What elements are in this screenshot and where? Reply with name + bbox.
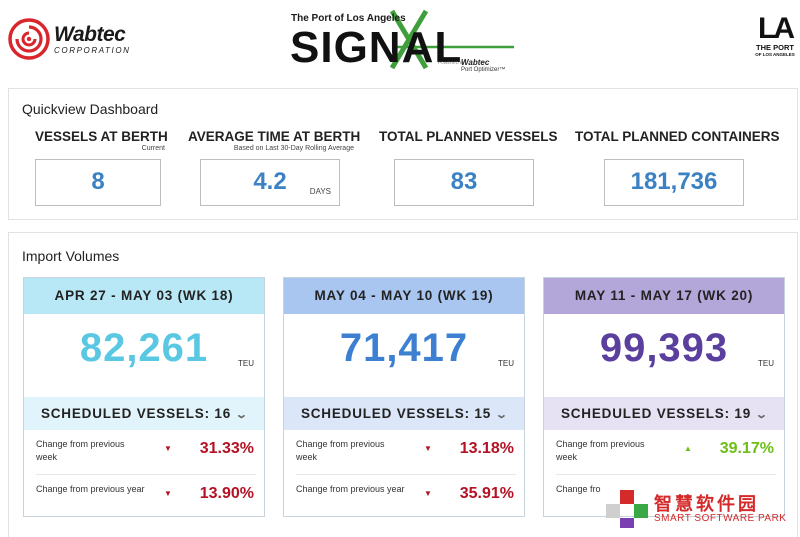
app-header: Wabtec CORPORATION The Port of Los Angel… bbox=[0, 0, 800, 78]
change-value: 13.90% bbox=[199, 485, 254, 502]
week-total: 99,393 TEU bbox=[544, 314, 784, 397]
metric-value: 181,736 bbox=[630, 168, 718, 195]
metric-vessels-at-berth: VESSELS AT BERTH Current 8 bbox=[35, 129, 168, 206]
metric-value: 4.2 bbox=[253, 168, 287, 195]
signal-powered-by: POWERED BY bbox=[438, 60, 466, 65]
port-of-la-logo[interactable]: LA THE PORT OF LOS ANGELES bbox=[752, 14, 798, 66]
change-value: 35.91% bbox=[459, 485, 514, 502]
week-total-unit: TEU bbox=[758, 359, 774, 368]
change-row-year: Change from previous year ▼ 13.90% bbox=[36, 475, 256, 516]
week-total: 71,417 TEU bbox=[284, 314, 524, 397]
scheduled-vessels-toggle[interactable]: SCHEDULED VESSELS: 16 ⌄ bbox=[24, 397, 264, 430]
wabtec-name: Wabtec bbox=[54, 22, 126, 46]
signal-x-mark-icon bbox=[389, 9, 514, 70]
quickview-panel: Quickview Dashboard VESSELS AT BERTH Cur… bbox=[8, 88, 798, 220]
week-card-wk19: MAY 04 - MAY 10 (WK 19) 71,417 TEU SCHED… bbox=[283, 277, 525, 517]
metric-unit: DAYS bbox=[309, 187, 331, 196]
change-label: Change fro bbox=[556, 484, 601, 494]
metric-sublabel: Based on Last 30-Day Rolling Average bbox=[233, 145, 354, 152]
smart-software-park-watermark: 智慧软件园 SMART SOFTWARE PARK bbox=[604, 488, 800, 530]
signal-wordmark: SIGNAL bbox=[290, 23, 463, 72]
metric-total-planned-vessels: TOTAL PLANNED VESSELS 83 bbox=[379, 129, 558, 206]
metric-value-box: 4.2 DAYS bbox=[200, 159, 340, 206]
scheduled-vessels-label: SCHEDULED VESSELS: 19 bbox=[560, 406, 752, 421]
week-total-unit: TEU bbox=[498, 359, 514, 368]
scheduled-vessels-toggle[interactable]: SCHEDULED VESSELS: 15 ⌄ bbox=[284, 397, 524, 430]
change-label: Change from previous week bbox=[36, 439, 125, 462]
watermark-square-red bbox=[620, 490, 634, 504]
trend-down-icon: ▼ bbox=[164, 444, 172, 453]
watermark-square-gray bbox=[606, 504, 620, 518]
week-total-unit: TEU bbox=[238, 359, 254, 368]
scheduled-vessels-label: SCHEDULED VESSELS: 15 bbox=[300, 406, 492, 421]
metric-label: AVERAGE TIME AT BERTH bbox=[188, 129, 361, 144]
metric-label: TOTAL PLANNED VESSELS bbox=[379, 129, 558, 144]
metric-label: VESSELS AT BERTH bbox=[35, 129, 168, 144]
change-label: Change from previous week bbox=[556, 439, 645, 462]
wabtec-logo[interactable]: Wabtec CORPORATION bbox=[8, 18, 131, 60]
week-card-wk18: APR 27 - MAY 03 (WK 18) 82,261 TEU SCHED… bbox=[23, 277, 265, 517]
week-total-value: 71,417 bbox=[339, 326, 469, 370]
metric-value: 8 bbox=[91, 168, 105, 195]
wabtec-corporation: CORPORATION bbox=[54, 45, 131, 55]
change-value: 31.33% bbox=[199, 440, 254, 457]
import-volumes-panel: Import Volumes APR 27 - MAY 03 (WK 18) 8… bbox=[8, 232, 798, 537]
metric-average-time-at-berth: AVERAGE TIME AT BERTH Based on Last 30-D… bbox=[188, 129, 361, 206]
change-value: 39.17% bbox=[719, 440, 774, 457]
change-row-week: Change from previous week ▲ 39.17% bbox=[556, 430, 776, 475]
wabtec-swirl-icon bbox=[8, 18, 50, 60]
quickview-title: Quickview Dashboard bbox=[22, 101, 159, 117]
change-row-week: Change from previous week ▼ 13.18% bbox=[296, 430, 516, 475]
chevron-down-icon: ⌄ bbox=[235, 409, 250, 421]
la-mark: LA bbox=[758, 12, 795, 45]
week-card-header: MAY 04 - MAY 10 (WK 19) bbox=[284, 278, 524, 314]
metric-label: TOTAL PLANNED CONTAINERS bbox=[575, 129, 780, 144]
signal-tagline: The Port of Los Angeles bbox=[291, 13, 406, 24]
trend-up-icon: ▲ bbox=[684, 444, 692, 453]
metric-sublabel bbox=[379, 145, 549, 154]
chevron-down-icon: ⌄ bbox=[755, 409, 770, 421]
watermark-square-green bbox=[634, 504, 648, 518]
signal-product: Port Optimizer™ bbox=[461, 67, 506, 73]
la-subtitle: OF LOS ANGELES bbox=[755, 52, 795, 57]
week-card-header: APR 27 - MAY 03 (WK 18) bbox=[24, 278, 264, 314]
change-label: Change from previous year bbox=[36, 484, 145, 494]
trend-down-icon: ▼ bbox=[164, 489, 172, 498]
import-volumes-title: Import Volumes bbox=[22, 248, 120, 264]
week-total-value: 82,261 bbox=[79, 326, 209, 370]
metric-value-box: 181,736 bbox=[604, 159, 744, 206]
change-value: 13.18% bbox=[459, 440, 514, 457]
trend-down-icon: ▼ bbox=[424, 444, 432, 453]
week-total-value: 99,393 bbox=[599, 326, 729, 370]
metric-sublabel: Current bbox=[141, 145, 165, 152]
watermark-title: 智慧软件园 bbox=[654, 494, 759, 514]
metric-sublabel bbox=[575, 145, 772, 154]
change-row-week: Change from previous week ▼ 31.33% bbox=[36, 430, 256, 475]
chevron-down-icon: ⌄ bbox=[495, 409, 510, 421]
week-card-header: MAY 11 - MAY 17 (WK 20) bbox=[544, 278, 784, 314]
scheduled-vessels-toggle[interactable]: SCHEDULED VESSELS: 19 ⌄ bbox=[544, 397, 784, 430]
watermark-square-purple bbox=[620, 518, 634, 528]
watermark-subtitle: SMART SOFTWARE PARK bbox=[654, 513, 787, 524]
metric-total-planned-containers: TOTAL PLANNED CONTAINERS 181,736 bbox=[575, 129, 780, 206]
metric-value: 83 bbox=[450, 168, 478, 195]
trend-down-icon: ▼ bbox=[424, 489, 432, 498]
change-row-year: Change fro bbox=[556, 475, 776, 516]
week-total: 82,261 TEU bbox=[24, 314, 264, 397]
week-card-wk20: MAY 11 - MAY 17 (WK 20) 99,393 TEU SCHED… bbox=[543, 277, 785, 517]
signal-brand: Wabtec bbox=[461, 58, 490, 67]
scheduled-vessels-label: SCHEDULED VESSELS: 16 bbox=[40, 406, 232, 421]
metric-value-box: 83 bbox=[394, 159, 534, 206]
change-row-year: Change from previous year ▼ 35.91% bbox=[296, 475, 516, 516]
change-label: Change from previous year bbox=[296, 484, 405, 494]
la-title: THE PORT bbox=[756, 43, 794, 52]
change-label: Change from previous week bbox=[296, 439, 385, 462]
metric-value-box: 8 bbox=[35, 159, 161, 206]
signal-logo[interactable]: The Port of Los Angeles SIGNAL POWERED B… bbox=[288, 8, 518, 74]
